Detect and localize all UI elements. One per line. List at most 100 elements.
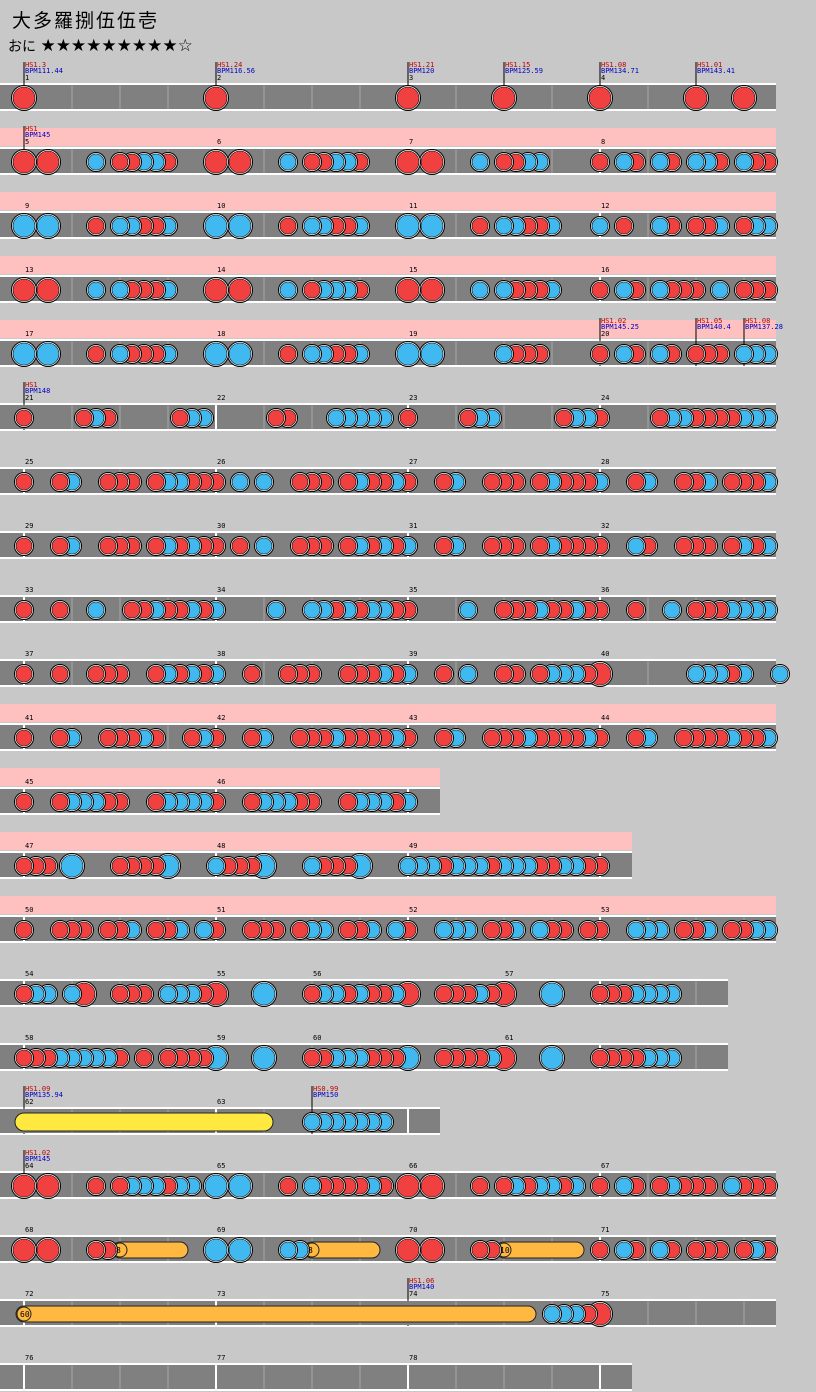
don-big-note: [36, 150, 60, 174]
measure-number: 25: [25, 458, 33, 466]
measure-number: 15: [409, 266, 417, 274]
measure-number: 12: [601, 202, 609, 210]
bpm-label: BPM143.41: [697, 67, 735, 75]
ka-note: [207, 857, 225, 875]
don-big-note: [228, 150, 252, 174]
measure-number: 13: [25, 266, 33, 274]
measure-number: 22: [217, 394, 225, 402]
don-note: [435, 665, 453, 683]
hs-label: HS1.08: [745, 317, 770, 325]
measure-number: 18: [217, 330, 225, 338]
measure-number: 48: [217, 842, 225, 850]
don-note: [147, 793, 165, 811]
measure-number: 70: [409, 1226, 417, 1234]
don-note: [471, 1241, 489, 1259]
chart-row-3: [0, 256, 778, 303]
ka-note: [723, 1177, 741, 1195]
measure-number: 41: [25, 714, 33, 722]
don-big-note: [396, 1174, 420, 1198]
measure-number: 76: [25, 1354, 33, 1362]
ka-note: [711, 281, 729, 299]
measure-number: 73: [217, 1290, 225, 1298]
don-note: [51, 729, 69, 747]
ka-note: [615, 281, 633, 299]
don-note: [531, 665, 549, 683]
don-note: [15, 409, 33, 427]
measure-number: 14: [217, 266, 225, 274]
don-big-note: [684, 86, 708, 110]
measure-number: 62: [25, 1098, 33, 1106]
measure-number: 52: [409, 906, 417, 914]
ka-big-note: [204, 214, 228, 238]
don-note: [99, 921, 117, 939]
measure-number: 11: [409, 202, 417, 210]
don-note: [483, 537, 501, 555]
measure-number: 66: [409, 1162, 417, 1170]
don-note: [435, 1049, 453, 1067]
measure-number: 20: [601, 330, 609, 338]
ka-note: [495, 345, 513, 363]
measure-number: 68: [25, 1226, 33, 1234]
chart-row-19: [0, 1278, 776, 1327]
ka-big-note: [36, 342, 60, 366]
ka-note: [627, 537, 645, 555]
don-note: [723, 537, 741, 555]
measure-number: 53: [601, 906, 609, 914]
ka-note: [459, 601, 477, 619]
ka-note: [615, 1177, 633, 1195]
bpm-label: BPM125.59: [505, 67, 543, 75]
don-note: [147, 665, 165, 683]
don-note: [15, 793, 33, 811]
chart-row-9: [0, 659, 790, 687]
ka-note: [495, 217, 513, 235]
hs-label: HS1.24: [217, 61, 242, 69]
don-note: [183, 729, 201, 747]
hs-label: HS1.02: [25, 1149, 50, 1157]
don-note: [111, 153, 129, 171]
measure-number: 58: [25, 1034, 33, 1042]
ka-note: [279, 281, 297, 299]
ka-big-note: [420, 214, 444, 238]
don-note: [591, 985, 609, 1003]
don-big-note: [396, 86, 420, 110]
measure-number: 54: [25, 970, 33, 978]
ka-big-note: [252, 1046, 276, 1070]
don-note: [171, 409, 189, 427]
measure-number: 21: [25, 394, 33, 402]
ka-note: [303, 1177, 321, 1195]
don-note: [51, 921, 69, 939]
measure-number: 1: [25, 74, 29, 82]
measure-number: 43: [409, 714, 417, 722]
measure-number: 35: [409, 586, 417, 594]
don-note: [627, 729, 645, 747]
measure-number: 23: [409, 394, 417, 402]
don-big-note: [492, 86, 516, 110]
chart-row-5: [0, 382, 778, 431]
don-note: [339, 473, 357, 491]
balloon-count: 10: [500, 1246, 510, 1255]
measure-number: 33: [25, 586, 33, 594]
branch-band: [0, 320, 776, 338]
ka-note: [279, 153, 297, 171]
bpm-label: BPM148: [25, 387, 50, 395]
chart-row-1: [0, 126, 778, 175]
don-note: [399, 409, 417, 427]
song-title: 大多羅捌伍伍壱: [12, 10, 160, 32]
don-note: [291, 537, 309, 555]
don-note: [303, 985, 321, 1003]
branch-band: [0, 192, 776, 210]
bpm-label: BPM145: [25, 131, 50, 139]
measure-number: 40: [601, 650, 609, 658]
ka-note: [327, 409, 345, 427]
bpm-label: BPM111.44: [25, 67, 63, 75]
measure-number: 19: [409, 330, 417, 338]
don-note: [87, 1177, 105, 1195]
don-note: [75, 409, 93, 427]
ka-note: [255, 537, 273, 555]
ka-big-note: [36, 214, 60, 238]
don-note: [687, 601, 705, 619]
chart-row-11: [0, 768, 440, 815]
don-note: [723, 473, 741, 491]
hs-label: HS1.3: [25, 61, 46, 69]
measure-number: 8: [601, 138, 605, 146]
